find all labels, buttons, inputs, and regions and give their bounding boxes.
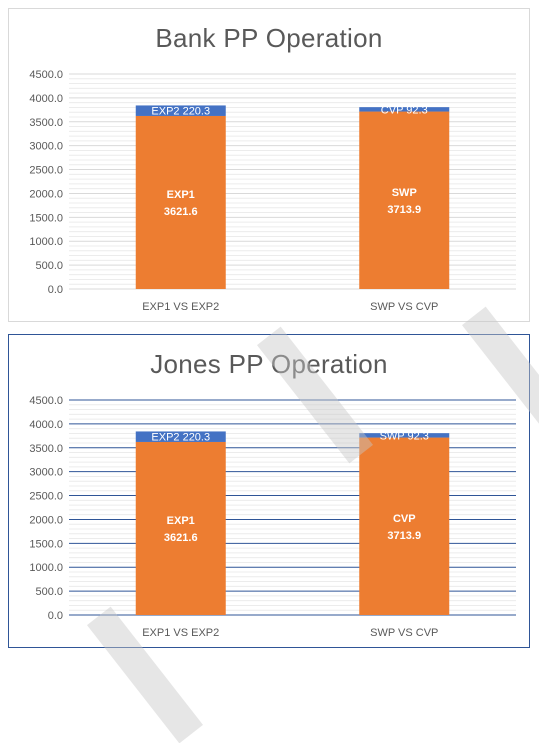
y-tick-label: 2500.0 [29,491,63,503]
y-tick-label: 4500.0 [29,395,63,407]
y-tick-label: 3500.0 [29,117,63,129]
y-tick-label: 3000.0 [29,141,63,153]
x-category-label: EXP1 VS EXP2 [142,301,219,313]
chart-plot-area: 0.0 500.0 1000.0 1500.0 2000.0 2500.0 3000.0 35… [29,69,516,313]
bar-segment [359,111,450,290]
y-tick-label: 500.0 [35,586,63,598]
y-tick-label: 2500.0 [29,165,63,177]
bar-segment [135,431,226,442]
y-tick-label: 2000.0 [29,188,63,200]
x-category-label: EXP1 VS EXP2 [142,627,219,639]
y-tick-label: 3500.0 [29,443,63,455]
data-label: 3713.9 [387,204,421,216]
data-label: 3621.6 [164,532,198,544]
bar-segment [359,433,450,438]
chart-title: Bank PP Operation [155,23,383,53]
y-tick-label: 500.0 [35,260,63,272]
data-label: 3713.9 [387,530,421,542]
y-tick-label: 1500.0 [29,212,63,224]
x-category-label: SWP VS CVP [370,627,438,639]
chart-jones-pp: Jones PP Operation 0.0 500.0 1000.0 1500.0 2… [8,334,530,648]
data-label: EXP1 [167,515,195,527]
data-label: SWP [392,187,417,199]
y-tick-label: 4500.0 [29,69,63,81]
data-label: EXP1 [167,189,195,201]
y-tick-label: 0.0 [48,284,63,296]
y-tick-label: 3000.0 [29,467,63,479]
y-tick-label: 1500.0 [29,538,63,550]
data-label: CVP [393,513,416,525]
data-label: EXP2 220.3 [151,432,210,444]
y-tick-label: 1000.0 [29,236,63,248]
chart-plot-area: 0.0 500.0 1000.0 1500.0 2000.0 2500.0 3000.0 35… [29,395,516,639]
data-label: 3621.6 [164,206,198,218]
y-tick-label: 0.0 [48,610,63,622]
y-tick-label: 4000.0 [29,93,63,105]
bar-segment [135,115,226,289]
y-tick-label: 2000.0 [29,514,63,526]
y-tick-label: 4000.0 [29,419,63,431]
bar-segment [135,441,226,615]
data-label: CVP 92.3 [381,104,428,116]
x-category-label: SWP VS CVP [370,301,438,313]
chart-bank-pp: Bank PP Operation 0.0 500.0 1000.0 1500.0 20… [8,8,530,322]
chart-title: Jones PP Operation [150,349,388,379]
bar-segment [359,107,450,112]
data-label: SWP 92.3 [380,430,429,442]
y-tick-label: 1000.0 [29,562,63,574]
data-label: EXP2 220.3 [151,106,210,118]
bar-segment [135,105,226,116]
bar-segment [359,437,450,615]
